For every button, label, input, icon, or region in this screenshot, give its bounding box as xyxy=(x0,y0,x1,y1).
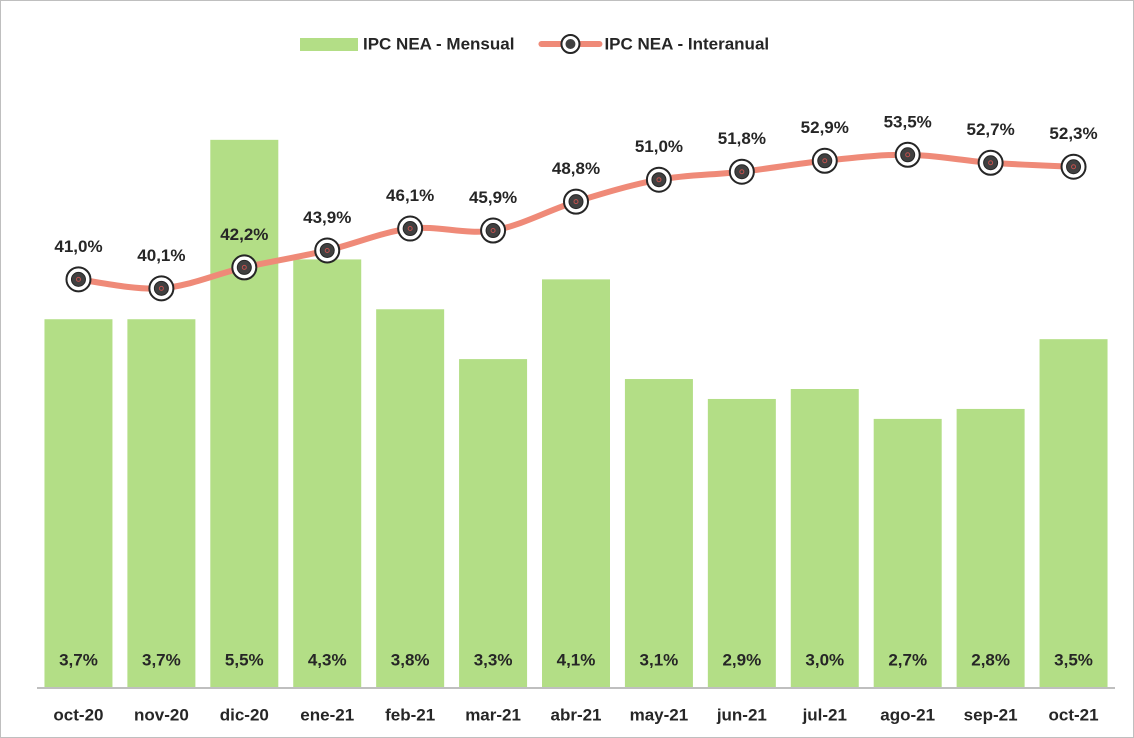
line-marker-core xyxy=(1066,159,1082,175)
line-marker-dot xyxy=(988,160,994,166)
x-tick-label: abr-21 xyxy=(550,705,601,724)
line-marker-core xyxy=(485,223,501,239)
line-marker-core xyxy=(153,280,169,296)
bar xyxy=(127,319,196,688)
line-marker-core xyxy=(734,164,750,180)
bar xyxy=(873,418,942,688)
bar-value-label: 2,8% xyxy=(971,650,1010,669)
bar-value-label: 3,7% xyxy=(59,650,98,669)
x-tick-label: mar-21 xyxy=(465,705,521,724)
line-value-label: 53,5% xyxy=(884,112,932,131)
line-marker-dot xyxy=(656,177,662,183)
line-value-label: 40,1% xyxy=(137,246,185,265)
line-value-label: 46,1% xyxy=(386,186,434,205)
bar-value-label: 4,1% xyxy=(557,650,596,669)
line-marker-dot xyxy=(75,276,81,282)
bar-value-label: 3,1% xyxy=(640,650,679,669)
line-marker-dot xyxy=(1071,164,1077,170)
x-tick-label: feb-21 xyxy=(385,705,435,724)
line-value-label: 51,8% xyxy=(718,129,766,148)
x-tick-label: oct-20 xyxy=(53,705,103,724)
line-marker-core xyxy=(402,221,418,237)
bar xyxy=(376,309,445,688)
bar xyxy=(542,279,610,688)
line-marker-core xyxy=(900,147,916,163)
bar-value-label: 4,3% xyxy=(308,650,347,669)
bar-value-label: 3,5% xyxy=(1054,650,1093,669)
x-tick-label: oct-21 xyxy=(1048,705,1098,724)
line-value-label: 42,2% xyxy=(220,225,268,244)
line-marker-core xyxy=(319,242,335,258)
bar xyxy=(44,319,113,688)
bar xyxy=(624,379,693,688)
line-value-label: 45,9% xyxy=(469,188,517,207)
line-value-label: 51,0% xyxy=(635,137,683,156)
bar xyxy=(790,389,859,688)
line-value-label: 41,0% xyxy=(54,237,102,256)
x-tick-label: jul-21 xyxy=(802,705,847,724)
line-marker-dot xyxy=(739,169,745,175)
x-tick-label: dic-20 xyxy=(220,705,269,724)
line-marker-core xyxy=(236,259,252,275)
line-marker-dot xyxy=(490,228,496,234)
line-marker-dot xyxy=(573,199,579,205)
x-tick-label: ago-21 xyxy=(880,705,935,724)
line-value-label: 52,3% xyxy=(1049,124,1097,143)
line-marker-dot xyxy=(324,247,330,253)
bar-value-label: 3,8% xyxy=(391,650,430,669)
line-marker-dot xyxy=(407,226,413,232)
bar-value-label: 5,5% xyxy=(225,650,264,669)
bar xyxy=(210,139,279,689)
bar xyxy=(707,398,776,688)
bar-value-label: 3,0% xyxy=(805,650,844,669)
line-marker-core xyxy=(983,155,999,171)
bar-value-label: 2,7% xyxy=(888,650,927,669)
legend-swatch xyxy=(300,38,358,51)
x-tick-label: ene-21 xyxy=(300,705,354,724)
legend-marker-core xyxy=(565,39,576,49)
line-marker-dot xyxy=(241,264,247,270)
line-marker-core xyxy=(70,271,86,287)
line-marker-core xyxy=(568,194,584,210)
legend-label: IPC NEA - Mensual xyxy=(363,34,514,53)
x-tick-label: may-21 xyxy=(630,705,689,724)
line-value-label: 48,8% xyxy=(552,159,600,178)
line-marker-core xyxy=(817,153,833,169)
line-marker-dot xyxy=(158,285,164,291)
bar xyxy=(293,259,362,688)
line-value-label: 52,9% xyxy=(801,118,849,137)
line-marker-dot xyxy=(822,158,828,164)
bar-value-label: 2,9% xyxy=(722,650,761,669)
line-value-label: 52,7% xyxy=(967,120,1015,139)
bar-value-label: 3,7% xyxy=(142,650,181,669)
x-tick-label: jun-21 xyxy=(716,705,767,724)
line-marker-core xyxy=(651,172,667,188)
bar xyxy=(956,408,1025,688)
line-marker-dot xyxy=(905,152,911,158)
bar-value-label: 3,3% xyxy=(474,650,513,669)
x-tick-label: nov-20 xyxy=(134,705,189,724)
x-tick-label: sep-21 xyxy=(964,705,1018,724)
legend-label: IPC NEA - Interanual xyxy=(604,34,769,53)
bar xyxy=(459,359,528,688)
line-value-label: 43,9% xyxy=(303,208,351,227)
bar xyxy=(1039,339,1108,688)
